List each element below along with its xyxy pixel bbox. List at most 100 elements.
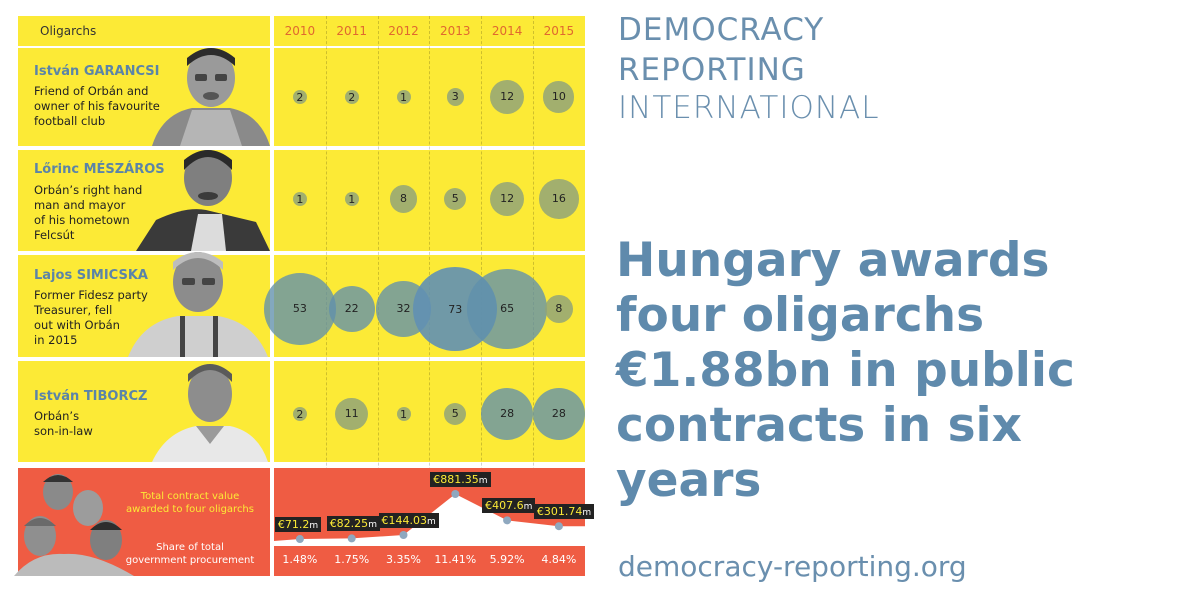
bubble-mészáros-2010: 1 — [292, 192, 307, 206]
totals-point-2014 — [503, 516, 512, 525]
desc-line: son-in-law — [34, 424, 93, 438]
header-band-left — [18, 16, 270, 46]
bubble-garancsi-2012: 1 — [396, 90, 411, 104]
oligarch-name-2: Lőrinc MÉSZÁROS — [34, 162, 165, 177]
share-value-2014: 5.92% — [489, 553, 525, 566]
bubble-garancsi-2013: 3 — [446, 88, 464, 106]
oligarchs-header: Oligarchs — [40, 24, 97, 38]
photo-garancsi — [152, 36, 270, 146]
share-value-2013: 11.41% — [434, 553, 477, 566]
brand-line-1: DEMOCRACY — [618, 12, 825, 48]
bubble-mészáros-2014: 12 — [490, 181, 525, 217]
totals-value-label-2014: €407.6m — [482, 498, 536, 514]
desc-line: owner of his favourite — [34, 99, 160, 113]
bubble-tiborcz-2011: 11 — [335, 397, 368, 431]
bubble-mészáros-2015: 16 — [539, 179, 579, 219]
totals-value-label-2010: €71.2m — [274, 517, 322, 533]
bubble-mészáros-2013: 5 — [444, 188, 467, 210]
totals-label-line: awarded to four oligarchs — [126, 504, 254, 515]
photo-tiborcz — [148, 356, 270, 462]
oligarch-name-4: István TIBORCZ — [34, 389, 148, 404]
share-label-line: government procurement — [125, 555, 255, 566]
share-value-2012: 3.35% — [386, 553, 421, 566]
bubble-tiborcz-2013: 5 — [444, 403, 467, 425]
photo-meszaros — [136, 140, 270, 251]
headline-line: Hungary awards — [616, 233, 1050, 288]
oligarch-name-1: István GARANCSI — [34, 64, 160, 79]
totals-point-2015 — [554, 522, 563, 531]
photo-group — [14, 470, 134, 576]
desc-line: Former Fidesz party — [34, 288, 148, 302]
totals-value-text: €144.03 — [381, 513, 428, 527]
desc-line: Felcsút — [34, 228, 75, 242]
bubble-mészáros-2012: 8 — [389, 185, 418, 213]
desc-line: Orbán’s — [34, 409, 80, 423]
totals-value-label-2013: €881.35m — [430, 472, 491, 487]
desc-line: in 2015 — [34, 333, 78, 347]
oligarch-desc-2: Orbán’s right hand man and mayor of his … — [34, 183, 142, 243]
totals-unit: m — [478, 476, 488, 486]
totals-value-label-2011: €82.25m — [326, 516, 380, 532]
desc-line: of his hometown — [34, 213, 130, 227]
oligarch-desc-3: Former Fidesz party Treasurer, fell out … — [34, 288, 148, 348]
desc-line: man and mayor — [34, 198, 126, 212]
headline-line: €1.88bn in public — [616, 343, 1075, 398]
share-value-2011: 1.75% — [334, 553, 370, 566]
totals-value-text: €301.74 — [536, 505, 583, 519]
oligarch-name-3: Lajos SIMICSKA — [34, 268, 148, 283]
brand-line-2: REPORTING — [618, 52, 806, 88]
totals-value-label-2012: €144.03m — [378, 512, 439, 528]
year-header-2011: 2011 — [336, 24, 367, 38]
bubble-tiborcz-2010: 2 — [292, 407, 307, 421]
totals-point-2012 — [399, 530, 408, 539]
share-label-line: Share of total — [156, 542, 224, 553]
bubble-tiborcz-2014: 28 — [481, 387, 534, 440]
desc-line: Orbán’s right hand — [34, 183, 143, 197]
totals-value-label-2015: €301.74m — [533, 504, 595, 520]
totals-value-text: €881.35 — [433, 473, 479, 486]
totals-unit: m — [368, 520, 377, 531]
totals-unit: m — [427, 516, 436, 527]
desc-line: out with Orbán — [34, 318, 120, 332]
totals-unit: m — [309, 521, 319, 532]
totals-value-text: €71.2 — [277, 518, 310, 532]
headline: Hungary awards four oligarchs €1.88bn in… — [616, 233, 1176, 508]
totals-unit: m — [523, 502, 533, 513]
share-value-2015: 4.84% — [541, 553, 577, 566]
year-header-2015: 2015 — [543, 24, 575, 38]
headline-line: years — [616, 453, 762, 508]
website-link[interactable]: democracy-reporting.org — [618, 550, 967, 583]
totals-value-text: €407.6 — [485, 499, 524, 513]
totals-label: Total contract value awarded to four oli… — [120, 490, 260, 516]
totals-point-2013 — [451, 490, 460, 498]
headline-line: contracts in six — [616, 398, 1022, 453]
totals-point-2010 — [295, 535, 304, 544]
year-header-2010: 2010 — [284, 24, 316, 38]
bubble-tiborcz-2015: 28 — [532, 387, 585, 440]
desc-line: Treasurer, fell — [34, 303, 113, 317]
header-band-right — [274, 16, 585, 46]
totals-value-text: €82.25 — [329, 517, 369, 531]
bubble-tiborcz-2012: 1 — [396, 407, 411, 421]
oligarch-desc-4: Orbán’s son-in-law — [34, 409, 93, 439]
bubble-garancsi-2014: 12 — [490, 79, 525, 115]
year-header-2012: 2012 — [388, 24, 419, 38]
bubble-simicska-2015: 8 — [544, 295, 573, 323]
year-header-2014: 2014 — [491, 24, 523, 38]
year-header-2013: 2013 — [440, 24, 471, 38]
totals-label-line: Total contract value — [140, 491, 240, 502]
share-value-2010: 1.48% — [282, 553, 318, 566]
share-label: Share of total government procurement — [120, 541, 260, 567]
desc-line: football club — [34, 114, 106, 128]
bubble-simicska-2014: 65 — [467, 269, 547, 349]
desc-line: Friend of Orbán and — [34, 84, 149, 98]
bubble-garancsi-2010: 2 — [292, 90, 307, 104]
totals-unit: m — [582, 508, 592, 519]
oligarch-desc-1: Friend of Orbán and owner of his favouri… — [34, 84, 160, 129]
brand-line-3: INTERNATIONAL — [618, 90, 880, 126]
bubble-garancsi-2015: 10 — [543, 81, 575, 113]
photo-simicska — [118, 236, 270, 357]
bubble-simicska-2010: 53 — [264, 273, 336, 345]
headline-line: four oligarchs — [616, 288, 985, 343]
totals-point-2011 — [347, 534, 356, 543]
